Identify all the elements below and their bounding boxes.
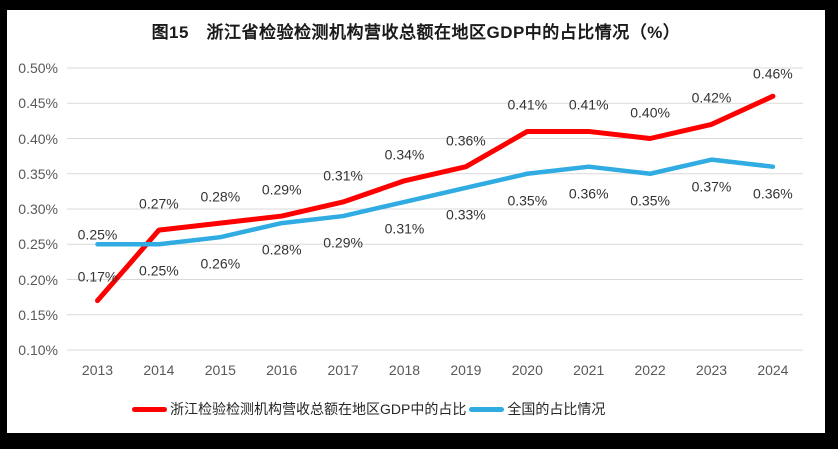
data-point-label: 0.29% [323,234,363,251]
x-axis-tick-label: 2021 [573,362,605,378]
data-point-label: 0.31% [323,167,363,184]
plot-svg [67,67,803,351]
legend-line-swatch [469,406,505,412]
x-axis-tick-label: 2022 [634,362,666,378]
chart-area: 图15 浙江省检验检测机构营收总额在地区GDP中的占比情况（%） 0.10% 0.… [7,10,825,433]
data-point-label: 0.17% [77,268,118,285]
legend-label: 浙江检验检测机构营收总额在地区GDP中的占比 [170,401,467,417]
x-axis-tick-label: 2018 [388,362,421,378]
y-axis-tick-label: 0.20% [18,271,58,288]
data-point-label: 0.34% [384,146,425,163]
chart-title: 图15 浙江省检验检测机构营收总额在地区GDP中的占比情况（%） [151,23,681,42]
data-point-label: 0.46% [753,65,793,82]
data-point-label: 0.28% [200,188,241,205]
y-axis-tick-label: 0.50% [18,60,58,76]
series-line-1 [95,157,776,247]
data-point-label: 0.33% [446,206,486,223]
data-point-label: 0.25% [77,226,118,243]
x-axis-tick-label: 2013 [81,362,114,378]
data-point-label: 0.35% [507,192,548,209]
data-point-label: 0.28% [261,241,302,258]
y-axis-tick-label: 0.30% [18,201,58,217]
data-point-label: 0.25% [139,262,179,279]
legend-item-0: 浙江检验检测机构营收总额在地区GDP中的占比 [132,399,466,419]
x-axis-tick-label: 2024 [757,362,789,378]
x-axis-tick-label: 2017 [327,362,359,378]
x-axis-tick-label: 2014 [143,362,175,378]
data-point-label: 0.29% [261,181,302,198]
data-point-label: 0.42% [691,89,732,106]
y-axis-tick-label: 0.25% [18,236,58,253]
y-axis-tick-label: 0.15% [18,306,58,323]
data-point-label: 0.41% [507,96,548,113]
legend-item-1: 全国的占比情况 [469,399,605,419]
x-axis-tick-label: 2016 [266,362,298,378]
data-point-label: 0.36% [446,132,486,149]
x-axis-tick-label: 2020 [511,362,543,378]
x-axis-tick-label: 2015 [204,362,236,378]
legend-label: 全国的占比情况 [507,401,606,417]
data-point-label: 0.26% [200,255,241,272]
y-axis-tick-label: 0.45% [18,95,58,112]
x-axis-tick-label: 2019 [450,362,482,378]
legend-line-swatch [132,406,167,412]
chart-legend: 浙江检验检测机构营收总额在地区GDP中的占比 全国的占比情况 [132,398,608,420]
data-point-label: 0.40% [630,104,670,120]
data-point-label: 0.31% [384,220,425,237]
data-point-label: 0.35% [630,192,670,209]
data-point-label: 0.36% [753,185,793,202]
y-axis-tick-label: 0.40% [18,130,58,147]
data-point-label: 0.37% [691,178,732,195]
data-point-label: 0.36% [568,185,609,202]
y-axis-tick-label: 0.35% [18,165,58,182]
y-axis-tick-label: 0.10% [18,342,58,358]
series-line-0 [95,93,776,304]
data-point-label: 0.27% [139,195,179,212]
x-axis-tick-label: 2023 [695,362,728,378]
data-point-label: 0.41% [568,96,609,113]
